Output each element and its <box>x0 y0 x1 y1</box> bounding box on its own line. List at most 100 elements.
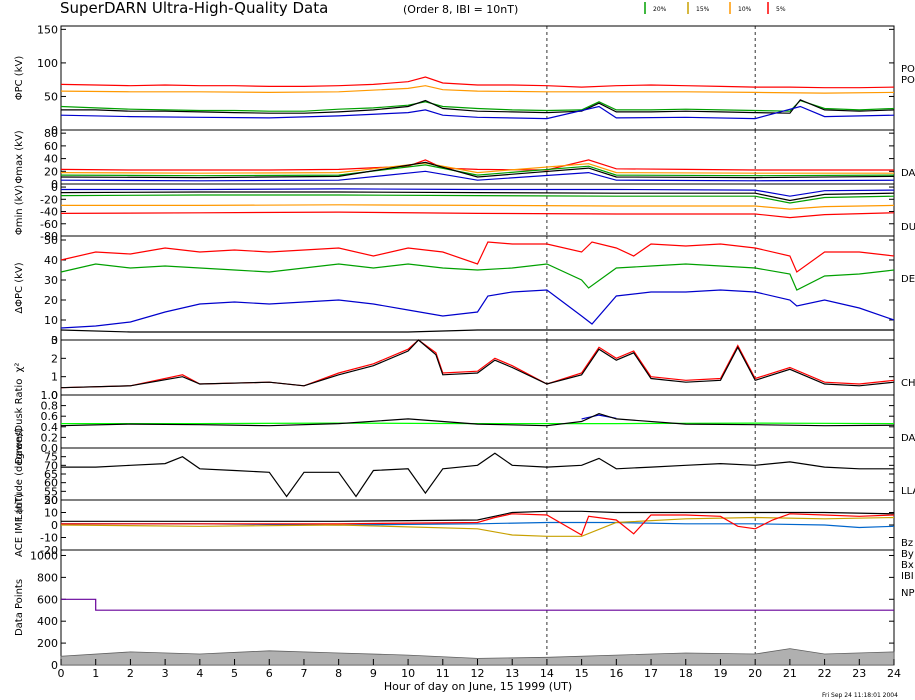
series-line <box>60 516 895 537</box>
panel-dpc: 0 10 20 30 40 50 ΔΦPC (kV) DE <box>14 234 915 347</box>
y-tick-label: 30 <box>44 274 58 287</box>
y-tick-label: 3 <box>51 334 58 347</box>
series-line <box>60 211 895 219</box>
series-line <box>60 241 895 273</box>
side-label: Bz <box>901 538 913 549</box>
series-line <box>60 263 895 291</box>
y-tick-label: 1 <box>51 371 58 384</box>
y-tick-label: 1000 <box>30 549 58 562</box>
series-line <box>60 289 895 329</box>
side-label: Bx <box>901 560 914 571</box>
series-line <box>60 170 895 182</box>
y-tick-label: 0 <box>51 124 58 137</box>
side-label: LLA <box>901 486 915 497</box>
series-line <box>60 412 895 427</box>
y-tick-label: 0 <box>51 178 58 191</box>
x-tick-label: 18 <box>679 667 693 680</box>
side-label: DU <box>901 222 915 233</box>
series-line <box>60 76 895 89</box>
side-label: By <box>901 549 914 560</box>
series-line <box>60 105 895 120</box>
y-axis-label: Dawn/Dusk Ratio <box>14 379 25 465</box>
y-tick-label: 0 <box>51 181 58 194</box>
y-tick-label: -10 <box>40 532 58 545</box>
series-line <box>60 99 895 112</box>
y-axis-label: Data Points <box>14 579 25 636</box>
series-line <box>60 159 894 171</box>
y-tick-label: 150 <box>37 23 58 36</box>
series-line <box>61 99 895 114</box>
y-tick-label: 0.8 <box>41 400 59 413</box>
y-tick-label: 600 <box>37 593 58 606</box>
series-line <box>60 85 895 94</box>
panel-frame <box>60 394 895 449</box>
x-tick-label: 4 <box>196 667 203 680</box>
x-tick-label: 22 <box>818 667 832 680</box>
panel-phimin: 0-20-40-60-80 Φmin (kV) DU <box>14 181 915 243</box>
y-tick-label: -60 <box>40 218 58 231</box>
y-tick-label: 60 <box>44 140 58 153</box>
y-tick-label: 50 <box>44 234 58 247</box>
y-tick-label: 20 <box>44 494 58 507</box>
panel-frame <box>60 549 895 666</box>
y-axis-label: Φmax (kV) <box>14 130 25 183</box>
x-tick-label: 15 <box>575 667 589 680</box>
y-tick-label: 0.2 <box>41 431 59 444</box>
y-axis-label: χ² <box>14 363 25 373</box>
x-tick-label: 12 <box>471 667 485 680</box>
x-tick-label: 17 <box>644 667 658 680</box>
x-tick-label: 24 <box>887 667 901 680</box>
y-tick-label: 10 <box>44 507 58 520</box>
y-tick-label: 0 <box>51 659 58 672</box>
panel-frame <box>60 499 895 551</box>
x-tick-label: 13 <box>505 667 519 680</box>
y-tick-label: 50 <box>44 494 58 507</box>
series-line <box>60 339 895 389</box>
legend-label: 15% <box>696 6 710 13</box>
side-label: DE <box>901 274 915 285</box>
y-tick-label: 50 <box>44 90 58 103</box>
panel-ratio: 0.00.20.40.60.81.0 Dawn/Dusk Ratio DAY <box>14 379 915 465</box>
y-tick-label: 2 <box>51 352 58 365</box>
y-tick-label: 0.6 <box>41 410 59 423</box>
y-tick-label: 1.0 <box>41 389 59 402</box>
y-axis-label: ACE IMF (nT) <box>14 493 25 557</box>
y-tick-label: 400 <box>37 615 58 628</box>
y-tick-label: 60 <box>44 477 58 490</box>
y-tick-label: 40 <box>44 153 58 166</box>
side-label: IBI <box>901 571 914 582</box>
y-tick-label: 800 <box>37 571 58 584</box>
y-tick-label: 0.4 <box>41 421 59 434</box>
x-tick-label: 1 <box>92 667 99 680</box>
chart-title: SuperDARN Ultra-High-Quality Data <box>60 0 328 17</box>
x-tick-label: 5 <box>231 667 238 680</box>
legend: 20% 15% 10% 5% <box>644 2 786 14</box>
legend-label: 20% <box>653 6 667 13</box>
y-tick-label: 200 <box>37 637 58 650</box>
y-tick-label: 0 <box>51 519 58 532</box>
y-tick-label: 0.0 <box>41 442 59 455</box>
side-label: DAY <box>901 168 915 179</box>
y-tick-label: -20 <box>40 544 58 557</box>
x-tick-label: 7 <box>300 667 307 680</box>
chart-subtitle: (Order 8, IBI = 10nT) <box>403 3 518 16</box>
x-tick-label: 19 <box>713 667 727 680</box>
side-label: PO <box>901 75 915 86</box>
side-label: DAY <box>901 433 915 444</box>
series-line <box>61 452 894 498</box>
x-tick-label: 3 <box>162 667 169 680</box>
series-line <box>60 339 895 389</box>
y-tick-label: 20 <box>44 165 58 178</box>
x-tick-label: 14 <box>540 667 554 680</box>
series-line <box>60 191 895 202</box>
panel-points: 0 200 400 600 800 1000 Data Points NP <box>14 549 915 672</box>
x-tick-label: 6 <box>266 667 273 680</box>
y-tick-label: 40 <box>44 254 58 267</box>
x-tick-label: 11 <box>436 667 450 680</box>
y-axis-label: Φmin (kV) <box>14 185 25 235</box>
legend-label: 5% <box>776 6 786 13</box>
